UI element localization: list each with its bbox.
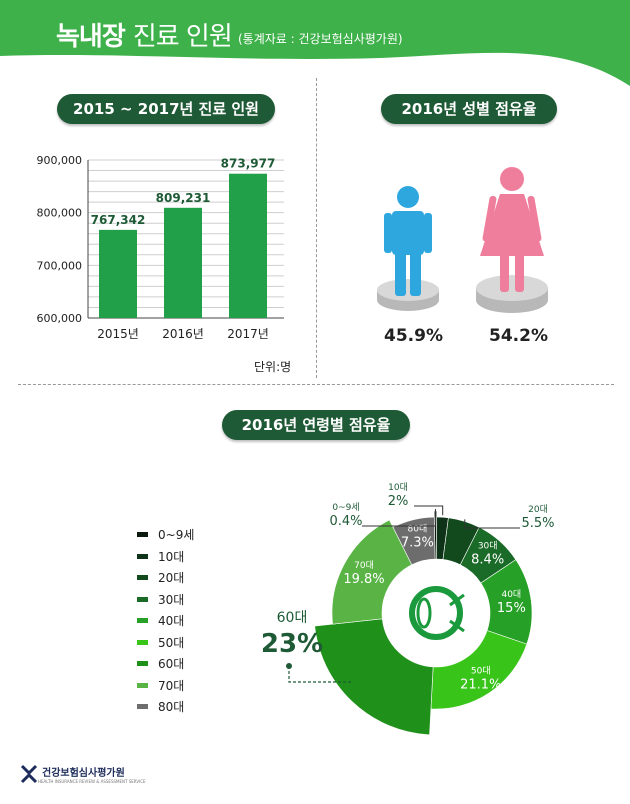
legend-label: 60대 — [158, 657, 185, 672]
legend-item: 80대 — [137, 696, 194, 718]
legend-label: 20대 — [158, 571, 185, 586]
header-wave — [0, 0, 630, 86]
slice-value-label: 19.8% — [343, 572, 384, 587]
slice-value-label: 5.5% — [521, 516, 554, 531]
legend-item: 40대 — [137, 610, 194, 632]
legend-item: 30대 — [137, 589, 194, 611]
legend-swatch — [137, 596, 148, 602]
slice-value-label: 2% — [388, 494, 409, 509]
callout-line — [464, 519, 520, 529]
slice-name-label: 0~9세 — [332, 502, 359, 513]
legend-label: 40대 — [158, 614, 185, 629]
bar-value-label: 767,342 — [91, 213, 146, 227]
bar — [229, 173, 267, 318]
legend-swatch — [137, 682, 148, 688]
slice-name-label: 40대 — [501, 589, 521, 600]
header-banner: 녹내장 진료 인원 (통계자료 : 건강보험심사평가원) — [0, 0, 630, 90]
page-title: 녹내장 진료 인원 — [56, 22, 233, 52]
section-title-yearly: 2015 ~ 2017년 진료 인원 — [57, 94, 275, 124]
slice-name-label: 20대 — [528, 504, 548, 515]
slice-name-label: 50대 — [471, 665, 491, 676]
legend-item: 0~9세 — [137, 524, 194, 546]
hira-logo-icon — [20, 764, 38, 784]
slice-value-label: 7.3% — [401, 535, 434, 550]
unit-label: 단위:명 — [254, 360, 292, 374]
female-percentage: 54.2% — [489, 326, 548, 346]
callout-line — [414, 505, 444, 516]
female-icon — [480, 167, 544, 292]
legend-label: 50대 — [158, 635, 185, 650]
bar — [99, 229, 137, 318]
vertical-divider — [316, 78, 317, 378]
donut-slice — [314, 618, 434, 736]
slice-name-label: 30대 — [478, 541, 498, 552]
y-tick-label: 600,000 — [37, 312, 83, 325]
legend-item: 60대 — [137, 653, 194, 675]
y-tick-label: 800,000 — [37, 207, 83, 220]
male-percentage: 45.9% — [384, 326, 443, 346]
legend-label: 10대 — [158, 549, 185, 564]
legend-item: 20대 — [137, 567, 194, 589]
slice-value-label: 8.4% — [471, 553, 504, 568]
slice-value-label: 23% — [261, 629, 323, 659]
legend-swatch — [137, 661, 148, 667]
donut-slice — [392, 516, 436, 566]
legend-label: 70대 — [158, 678, 185, 693]
legend-item: 10대 — [137, 546, 194, 568]
slice-value-label: 21.1% — [460, 677, 501, 692]
legend-swatch — [137, 639, 148, 645]
legend-swatch — [137, 553, 148, 559]
section-title-age: 2016년 연령별 점유율 — [222, 410, 410, 440]
legend-label: 30대 — [158, 592, 185, 607]
y-tick-label: 700,000 — [37, 259, 83, 272]
legend-label: 80대 — [158, 700, 185, 715]
bar-value-label: 809,231 — [156, 191, 211, 205]
slice-value-label: 15% — [497, 601, 526, 616]
legend-swatch — [137, 575, 148, 581]
y-tick-label: 900,000 — [37, 154, 83, 167]
footer-logo: 건강보험심사평가원 HEALTH INSURANCE REVIEW & ASSE… — [20, 764, 146, 784]
legend-swatch — [137, 618, 148, 624]
donut-slice — [331, 519, 413, 625]
bar-value-label: 873,977 — [221, 157, 276, 171]
slice-value-label: 0.4% — [329, 514, 362, 529]
legend-item: 70대 — [137, 675, 194, 697]
slice-name-label: 70대 — [354, 560, 374, 571]
legend-label: 0~9세 — [158, 528, 195, 543]
legend-swatch — [137, 704, 148, 710]
female-pedestal — [476, 275, 548, 313]
source-note: (통계자료 : 건강보험심사평가원) — [238, 32, 403, 46]
age-legend: 0~9세 10대 20대 30대 40대 50대 60대 70대 80대 — [137, 524, 194, 718]
slice-name-label: 60대 — [277, 610, 308, 626]
x-tick-label: 2016년 — [162, 327, 204, 341]
section-title-gender: 2016년 성별 점유율 — [381, 94, 557, 124]
footer-org: 건강보험심사평가원 — [42, 768, 125, 779]
slice-name-label: 10대 — [388, 482, 408, 493]
horizontal-divider — [18, 384, 614, 385]
footer-org-en: HEALTH INSURANCE REVIEW & ASSESSMENT SER… — [38, 779, 146, 784]
callout-line — [288, 666, 352, 683]
male-icon — [384, 186, 432, 296]
legend-item: 50대 — [137, 632, 194, 654]
slice-name-label: 80대 — [408, 523, 428, 534]
callout-line — [362, 509, 436, 527]
x-tick-label: 2017년 — [227, 327, 269, 341]
x-tick-label: 2015년 — [97, 327, 139, 341]
bar — [164, 207, 202, 318]
legend-swatch — [137, 532, 148, 538]
eye-icon — [396, 573, 476, 653]
male-pedestal — [377, 279, 439, 311]
